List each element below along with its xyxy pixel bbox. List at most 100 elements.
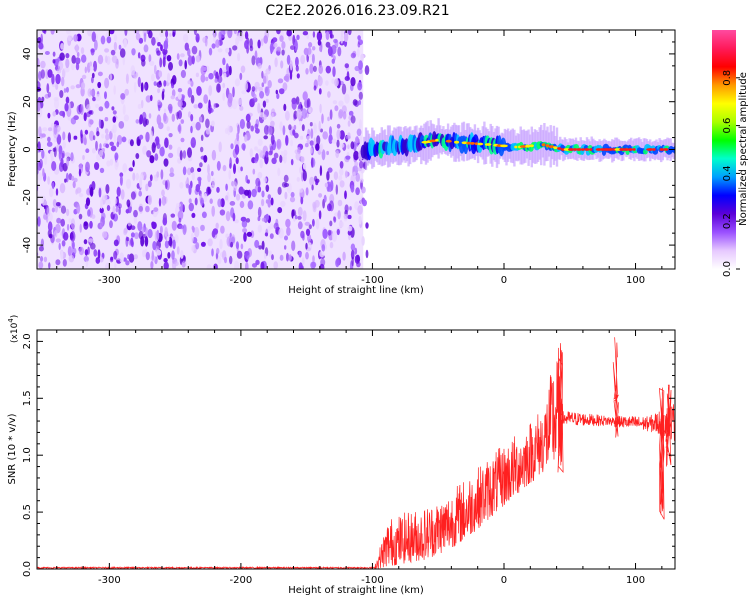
noise-blob bbox=[267, 198, 272, 208]
noise-blob bbox=[334, 78, 339, 87]
snr-scale-base: (x10 bbox=[10, 322, 20, 343]
noise-blob bbox=[259, 112, 265, 118]
noise-blob bbox=[174, 261, 179, 267]
noise-blob bbox=[82, 155, 85, 160]
noise-blob bbox=[290, 139, 293, 147]
noise-blob bbox=[134, 232, 139, 240]
noise-blob bbox=[171, 220, 177, 231]
snr-panel: -300 -200 -100 0 100 0.0 0.5 1.0 1.5 2.0 Height … bbox=[7, 315, 676, 596]
noise-blob bbox=[60, 250, 64, 260]
noise-blob bbox=[88, 238, 94, 243]
noise-blob bbox=[344, 93, 350, 104]
noise-blob bbox=[114, 198, 118, 204]
noise-blob bbox=[198, 116, 203, 123]
noise-blob bbox=[163, 258, 168, 263]
noise-blob bbox=[149, 60, 155, 66]
noise-blob bbox=[166, 126, 170, 132]
noise-blob bbox=[305, 228, 311, 236]
noise-blob bbox=[55, 188, 59, 196]
noise-blob bbox=[286, 30, 292, 37]
noise-blob bbox=[220, 30, 226, 39]
noise-blob bbox=[125, 260, 130, 266]
noise-blob bbox=[302, 163, 307, 170]
noise-blob bbox=[191, 171, 195, 181]
figure-title: C2E2.2026.016.23.09.R21 bbox=[265, 3, 450, 19]
noise-blob bbox=[243, 232, 247, 242]
noise-blob bbox=[61, 240, 66, 247]
noise-blob bbox=[231, 99, 238, 110]
noise-blob bbox=[337, 199, 343, 207]
signal-peak bbox=[477, 142, 484, 146]
snr-x-tick-label: -300 bbox=[98, 575, 121, 586]
noise-blob bbox=[177, 99, 183, 108]
noise-blob bbox=[350, 243, 356, 251]
noise-blob bbox=[125, 178, 132, 189]
noise-blob bbox=[32, 223, 35, 231]
noise-blob bbox=[149, 174, 153, 182]
noise-blob bbox=[204, 38, 208, 47]
noise-blob bbox=[233, 163, 236, 175]
noise-blob bbox=[95, 140, 98, 151]
noise-blob bbox=[296, 34, 300, 40]
noise-blob bbox=[90, 48, 95, 56]
noise-blob bbox=[148, 30, 153, 39]
noise-blob bbox=[300, 135, 304, 140]
noise-blob bbox=[274, 57, 278, 68]
noise-blob bbox=[216, 247, 220, 255]
noise-blob bbox=[232, 45, 238, 51]
noise-blob bbox=[300, 54, 306, 65]
noise-blob bbox=[335, 150, 340, 159]
noise-blob bbox=[112, 110, 117, 115]
colorbar-tick-label: 0.0 bbox=[722, 261, 733, 277]
noise-blob bbox=[195, 72, 199, 78]
noise-blob bbox=[319, 103, 322, 114]
noise-blob bbox=[195, 121, 201, 131]
noise-blob bbox=[83, 255, 89, 263]
noise-blob bbox=[153, 81, 157, 86]
noise-blob bbox=[68, 218, 72, 223]
noise-blob bbox=[143, 44, 149, 53]
noise-blob bbox=[194, 197, 198, 206]
noise-blob bbox=[318, 210, 322, 220]
noise-blob bbox=[151, 250, 154, 261]
noise-blob bbox=[344, 190, 347, 200]
noise-blob bbox=[245, 113, 251, 122]
noise-blob bbox=[286, 54, 291, 65]
noise-blob bbox=[48, 233, 53, 239]
signal-halo bbox=[656, 142, 660, 160]
noise-blob bbox=[164, 226, 168, 238]
noise-blob bbox=[113, 250, 118, 260]
signal-peak bbox=[632, 148, 636, 151]
noise-blob bbox=[61, 76, 65, 87]
noise-blob bbox=[144, 236, 149, 247]
noise-blob bbox=[212, 31, 216, 43]
noise-blob bbox=[190, 114, 194, 122]
noise-blob bbox=[104, 128, 109, 134]
noise-blob bbox=[296, 177, 300, 182]
noise-blob bbox=[161, 195, 167, 206]
spectrogram-y-tick-label: -20 bbox=[22, 189, 33, 205]
noise-blob bbox=[147, 194, 152, 206]
noise-blob bbox=[319, 263, 325, 269]
noise-blob bbox=[352, 171, 356, 177]
noise-blob bbox=[150, 94, 153, 102]
noise-blob bbox=[133, 73, 138, 79]
noise-blob bbox=[91, 214, 96, 220]
noise-blob bbox=[209, 184, 216, 190]
snr-spike bbox=[665, 384, 672, 467]
noise-blob bbox=[297, 206, 303, 217]
noise-blob bbox=[254, 239, 260, 249]
noise-blob bbox=[101, 212, 106, 220]
noise-blob bbox=[360, 53, 364, 62]
signal-peak bbox=[652, 148, 656, 151]
noise-blob bbox=[123, 227, 128, 234]
noise-blob bbox=[289, 60, 293, 71]
noise-blob bbox=[130, 225, 136, 230]
noise-blob bbox=[361, 236, 365, 246]
noise-blob bbox=[187, 147, 192, 158]
noise-blob bbox=[236, 132, 240, 142]
noise-blob bbox=[200, 146, 204, 153]
noise-blob bbox=[229, 65, 232, 76]
noise-blob bbox=[56, 134, 62, 145]
noise-blob bbox=[137, 76, 141, 88]
